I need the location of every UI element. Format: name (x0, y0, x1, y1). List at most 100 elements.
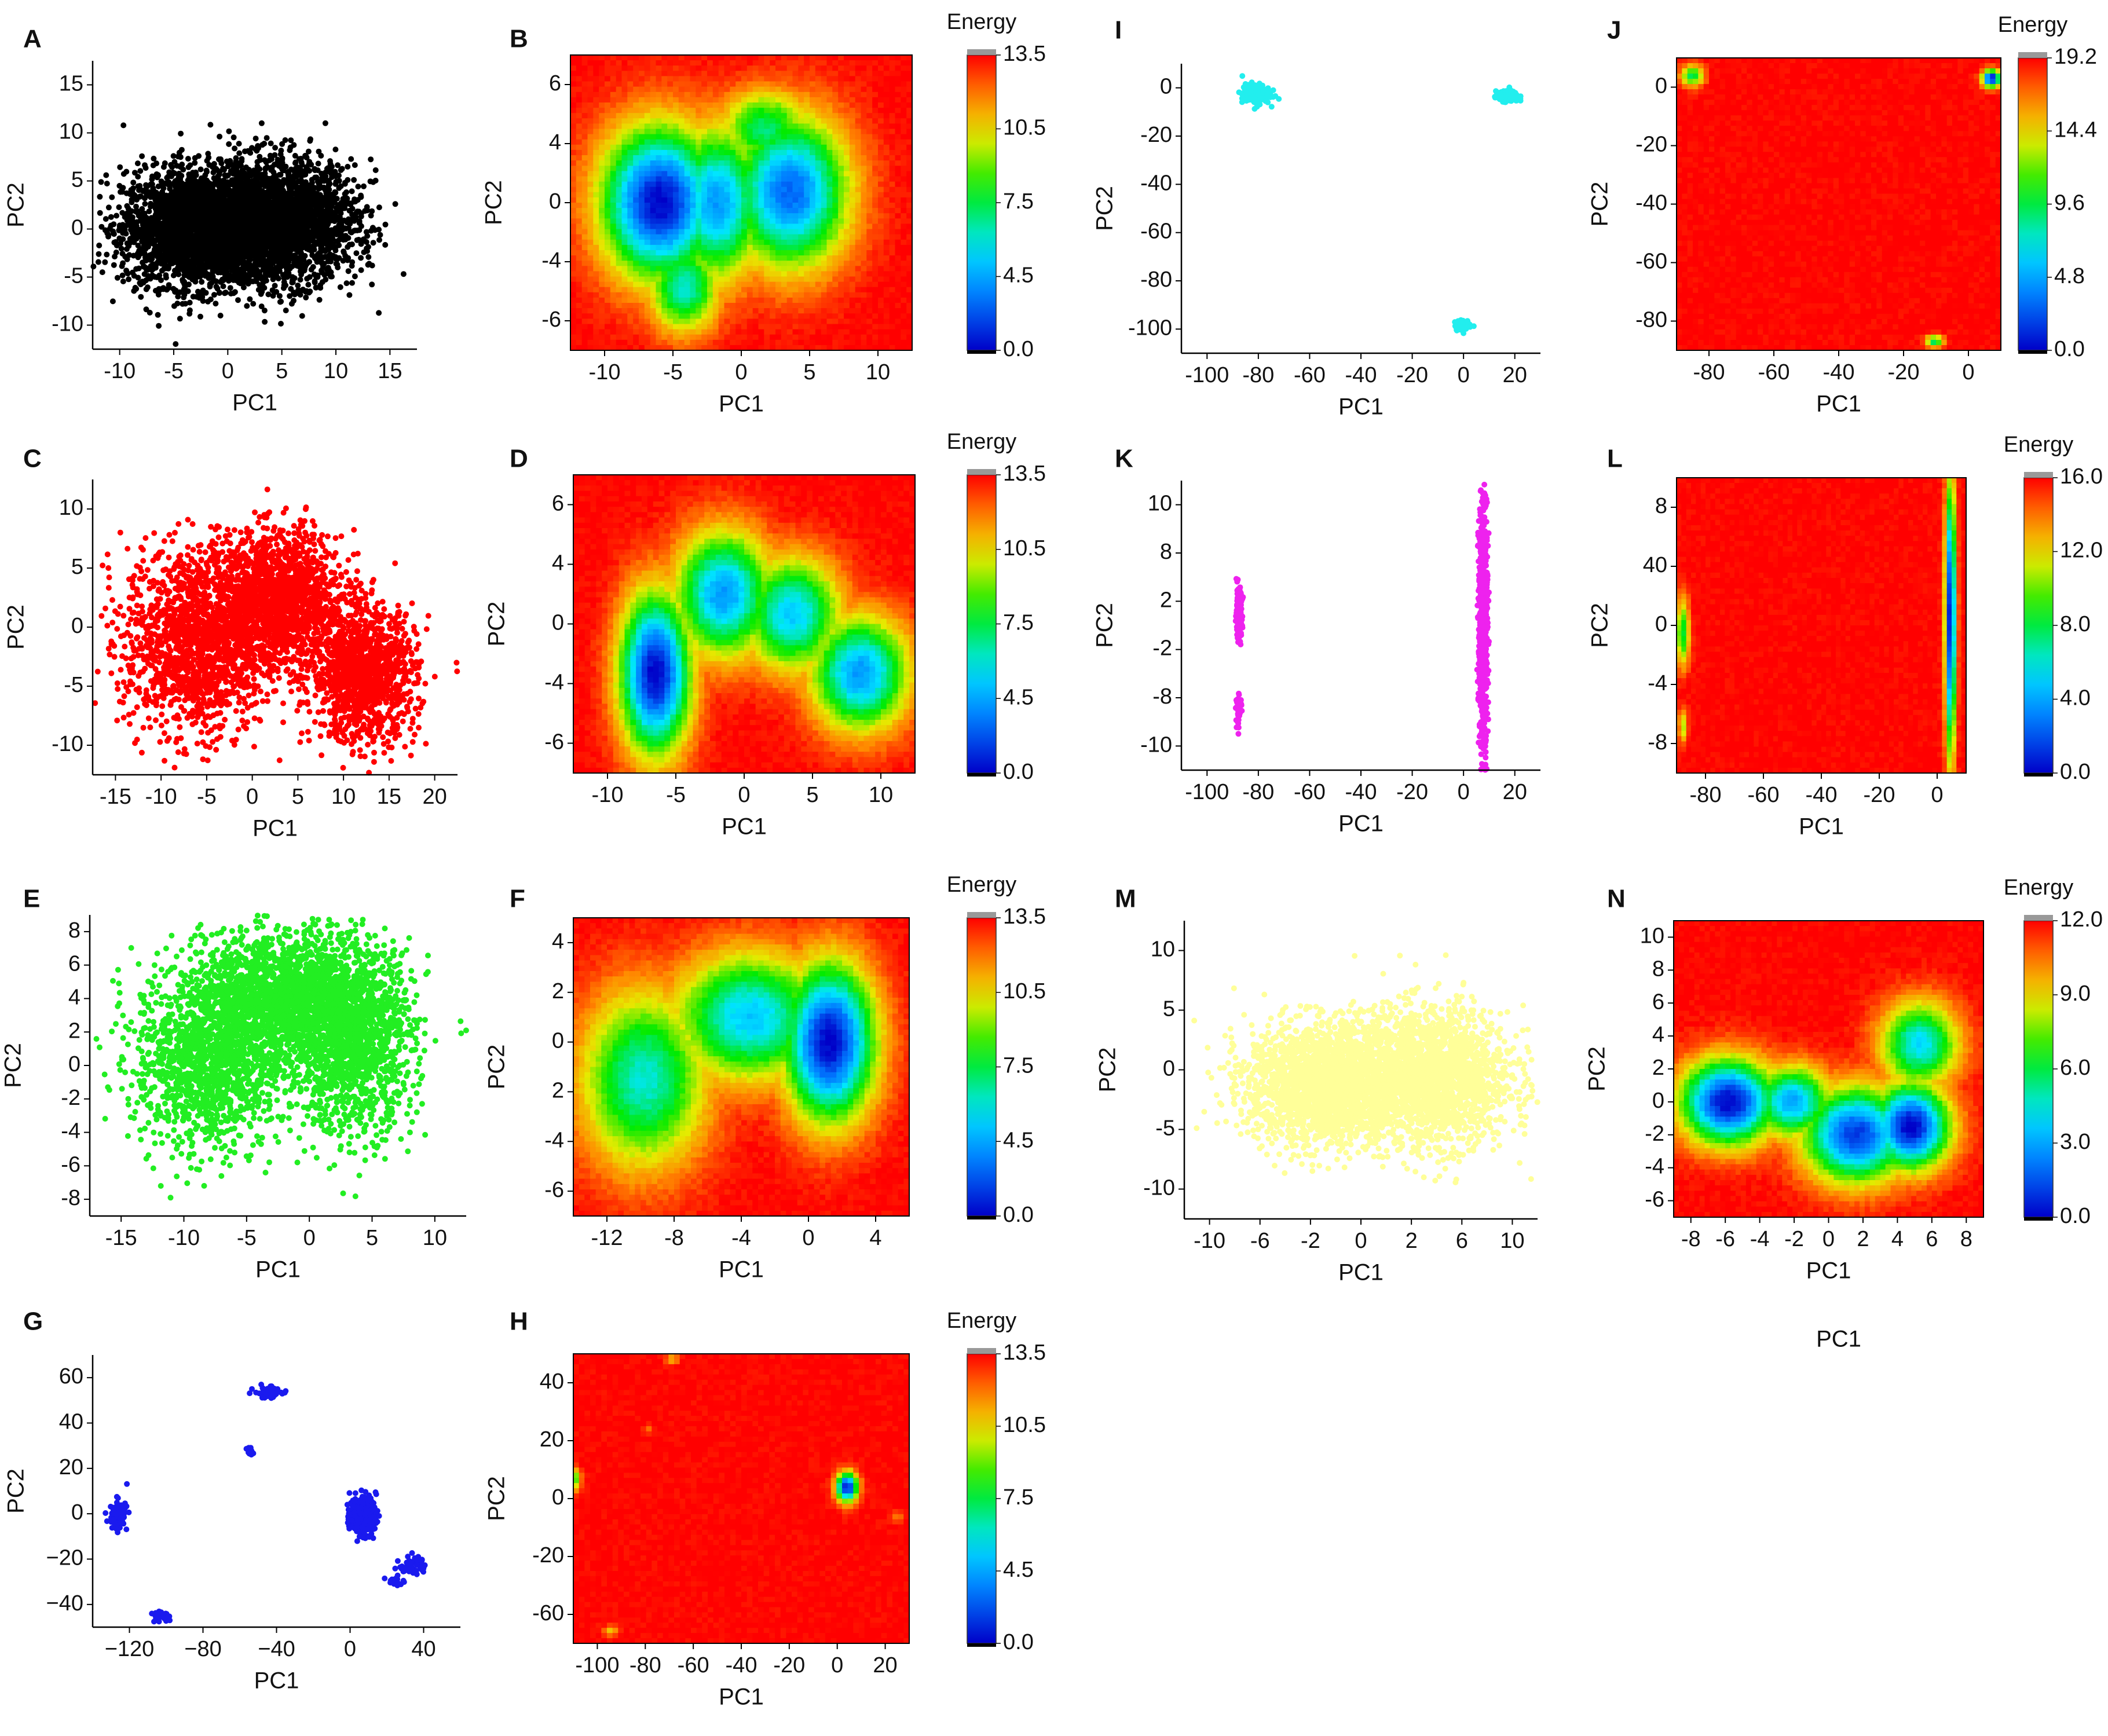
data-point (171, 303, 177, 309)
data-point (291, 290, 297, 296)
data-point (319, 259, 324, 266)
data-point (139, 206, 145, 212)
data-point (112, 239, 119, 245)
data-point (346, 207, 353, 214)
data-point (186, 281, 192, 288)
data-point (205, 151, 211, 157)
data-point (186, 232, 193, 239)
data-point (144, 235, 150, 241)
data-point (147, 257, 153, 263)
data-point (175, 265, 181, 271)
data-point (111, 262, 117, 268)
data-point (148, 215, 155, 221)
data-point (334, 261, 341, 268)
data-point (211, 292, 217, 298)
data-point (204, 179, 211, 185)
data-point (220, 283, 226, 290)
data-point (250, 301, 257, 307)
data-point (147, 309, 153, 316)
data-point (285, 235, 291, 241)
data-point (319, 220, 325, 226)
data-point (140, 263, 147, 270)
data-point (172, 233, 178, 239)
data-point (192, 160, 198, 166)
data-point (163, 214, 169, 220)
data-point (291, 298, 297, 304)
data-point (265, 271, 272, 277)
data-point (227, 285, 233, 291)
data-point (200, 287, 206, 294)
data-point (180, 301, 186, 307)
data-point (345, 163, 351, 170)
data-point (160, 164, 167, 170)
data-point (196, 227, 202, 233)
data-point (352, 162, 358, 169)
data-point (109, 194, 115, 200)
data-point (262, 318, 268, 325)
data-point (186, 310, 193, 317)
data-point (271, 214, 277, 221)
data-point (291, 260, 298, 266)
data-point (148, 203, 154, 210)
data-point (236, 150, 243, 156)
data-point (174, 252, 181, 258)
data-point (213, 301, 219, 307)
data-point (225, 163, 231, 170)
data-point (158, 239, 164, 246)
data-point (104, 181, 110, 186)
data-point (158, 206, 163, 213)
data-point (247, 296, 253, 302)
data-point (292, 160, 298, 166)
data-point (177, 186, 182, 193)
data-point (143, 182, 149, 188)
data-point (131, 170, 138, 176)
data-point (184, 265, 190, 271)
data-point (188, 201, 194, 207)
data-point (209, 208, 215, 214)
data-point (120, 185, 126, 191)
data-point (262, 261, 268, 267)
data-point (329, 163, 335, 170)
data-point (214, 167, 221, 174)
data-point (161, 265, 167, 272)
data-point (278, 148, 284, 153)
data-point (103, 216, 109, 222)
data-point (282, 137, 288, 143)
data-point (230, 265, 237, 270)
data-point (144, 224, 150, 230)
data-point (382, 241, 389, 248)
data-point (184, 257, 191, 263)
data-point (339, 166, 345, 172)
data-point (210, 274, 216, 281)
data-point (197, 184, 203, 190)
data-point (376, 310, 382, 316)
data-point (358, 192, 364, 199)
data-point (175, 271, 182, 277)
data-point (313, 284, 319, 291)
data-point (336, 222, 342, 228)
data-point (309, 185, 316, 192)
data-point (295, 178, 302, 185)
data-point (165, 224, 171, 230)
data-point (186, 299, 193, 306)
data-point (166, 282, 172, 288)
data-point (235, 297, 241, 303)
data-point (187, 162, 193, 169)
data-point (139, 153, 145, 159)
data-point (225, 159, 231, 164)
data-point (112, 254, 118, 260)
data-point (358, 267, 364, 273)
data-point (96, 251, 102, 257)
data-point (179, 162, 185, 167)
data-point (142, 201, 148, 207)
data-point (365, 254, 372, 260)
data-point (200, 298, 206, 304)
data-point (120, 279, 126, 284)
data-point (295, 283, 301, 288)
data-point (226, 141, 232, 147)
data-point (174, 207, 181, 213)
data-point (130, 185, 136, 192)
data-point (301, 172, 307, 178)
data-point (305, 281, 312, 288)
data-point (120, 171, 127, 177)
